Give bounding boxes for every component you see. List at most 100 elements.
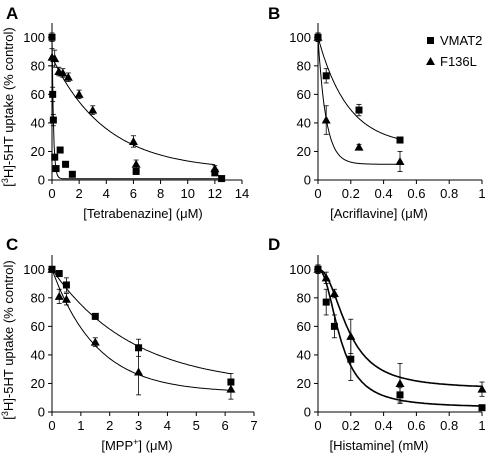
panel-c-x-tick-label: 0 [48, 418, 55, 433]
panel-a-point-vmat2 [132, 167, 140, 175]
panel-d-y-tick-label: 0 [304, 405, 311, 420]
panel-c-point-f136l [134, 367, 144, 376]
panel-c-point-f136l [47, 264, 57, 273]
panel-d-point-vmat2 [347, 355, 355, 363]
panel-c-x-axis-label: [MPP+] (μM) [101, 437, 172, 453]
panel-d-x-tick-label: 0 [314, 418, 321, 433]
panel-b-point-vmat2 [396, 136, 404, 144]
panel-a-y-tick-label: 60 [31, 87, 45, 102]
panel-d-point-vmat2 [322, 298, 330, 306]
panel-c-x-tick-label: 7 [250, 418, 257, 433]
panel-a-point-f136l [58, 68, 68, 77]
panel-b-x-tick-label: 0 [314, 186, 321, 201]
panel-letter-c: C [6, 235, 18, 254]
legend-label-vmat2: VMAT2 [440, 33, 482, 48]
panel-c-y-tick-label: 40 [31, 347, 45, 362]
panel-letter-b: B [268, 4, 280, 23]
panel-b-fit-f136l [317, 37, 400, 165]
panel-b-point-f136l [395, 156, 405, 165]
panel-b-x-tick-label: 0.8 [440, 186, 458, 201]
panel-d-point-f136l [313, 264, 323, 273]
panel-b-x-tick-label: 1 [478, 186, 485, 201]
panel-d-x-tick-label: 1 [478, 418, 485, 433]
panel-d-point-f136l [329, 289, 339, 298]
panel-d: D [Histamine] (mM) 0 20 40 60 80 100 0 0.2 0.4 0.… [268, 235, 487, 453]
panel-letter-d: D [268, 235, 280, 254]
panel-c-point-vmat2 [62, 281, 70, 289]
panel-c-point-f136l [54, 291, 64, 300]
panel-a-y-tick-label: 0 [38, 173, 45, 188]
panel-d-y-tick-label: 20 [297, 376, 311, 391]
panel-b-y-tick-label: 20 [297, 144, 311, 159]
panel-d-x-tick-label: 0.2 [342, 418, 360, 433]
panel-c: C [3H]-5HT uptake (% control) [MPP+] (μM… [0, 235, 258, 453]
panel-a-point-f136l [74, 89, 84, 98]
panel-a-point-f136l [50, 54, 60, 63]
panel-a-y-tick-label: 80 [31, 58, 45, 73]
panel-b-point-f136l [313, 32, 323, 41]
panel-d-y-tick-label: 100 [289, 262, 311, 277]
panel-c-point-vmat2 [135, 344, 143, 352]
panel-d-point-f136l [477, 384, 487, 393]
panel-c-y-tick-label: 60 [31, 319, 45, 334]
panel-a-point-vmat2 [56, 146, 64, 154]
panel-b-point-f136l [321, 115, 331, 124]
legend-label-f136l: F136L [440, 54, 477, 69]
panel-c-x-tick-label: 1 [77, 418, 84, 433]
panel-b-y-tick-label: 100 [289, 30, 311, 45]
legend-marker-f136l [426, 57, 435, 65]
panel-a-x-tick-label: 6 [130, 186, 137, 201]
panel-a-fit-f136l [51, 57, 215, 166]
panel-letter-a: A [6, 4, 18, 23]
panel-c-point-f136l [226, 384, 236, 393]
panel-b-x-tick-label: 0.6 [407, 186, 425, 201]
panel-a-x-tick-label: 4 [103, 186, 110, 201]
panel-b-x-tick-label: 0.4 [375, 186, 393, 201]
panel-a-y-tick-label: 100 [23, 30, 45, 45]
panel-d-y-tick-label: 80 [297, 290, 311, 305]
panel-a: A [3H]-5HT uptake (% control) [Tetrabena… [0, 4, 249, 221]
panel-b-point-f136l [354, 142, 364, 151]
panel-d-x-axis-label: [Histamine] (mM) [330, 438, 429, 453]
panel-a-x-tick-label: 2 [76, 186, 83, 201]
panel-b-fit-vmat2 [317, 37, 401, 140]
panel-c-y-tick-label: 80 [31, 290, 45, 305]
panel-c-fit-vmat2 [51, 269, 231, 375]
panel-c-x-tick-label: 4 [164, 418, 171, 433]
panel-a-point-f136l [128, 136, 138, 145]
legend-marker-vmat2 [427, 37, 434, 44]
panel-a-point-f136l [131, 159, 141, 168]
panel-c-x-tick-label: 6 [222, 418, 229, 433]
panel-c-y-tick-label: 0 [38, 405, 45, 420]
panel-a-point-vmat2 [51, 153, 59, 161]
panel-d-point-vmat2 [330, 322, 338, 330]
panel-b-x-axis-label: [Acriflavine] (μM) [330, 206, 428, 221]
panel-a-y-tick-label: 20 [31, 144, 45, 159]
panel-d-x-tick-label: 0.8 [440, 418, 458, 433]
panel-a-y-axis-label: [3H]-5HT uptake (% control) [0, 27, 16, 186]
panel-b-y-tick-label: 0 [304, 173, 311, 188]
panel-a-point-vmat2 [48, 33, 56, 41]
panel-b-point-vmat2 [355, 106, 363, 114]
panel-d-point-f136l [346, 331, 356, 340]
panel-d-y-tick-label: 60 [297, 319, 311, 334]
panel-a-point-vmat2 [62, 160, 70, 168]
panel-d-x-tick-label: 0.4 [375, 418, 393, 433]
panel-a-x-tick-label: 14 [235, 186, 249, 201]
panel-a-point-vmat2 [68, 170, 76, 178]
panel-a-x-tick-label: 10 [180, 186, 194, 201]
panel-d-y-tick-label: 40 [297, 347, 311, 362]
panel-a-point-f136l [63, 72, 73, 81]
panel-a-fit-vmat2 [51, 37, 222, 180]
panel-c-y-axis-label: [3H]-5HT uptake (% control) [0, 260, 16, 419]
panel-c-x-tick-label: 3 [135, 418, 142, 433]
panel-c-x-tick-label: 2 [106, 418, 113, 433]
panel-c-fit-f136l [51, 269, 231, 391]
panel-b-y-tick-label: 60 [297, 87, 311, 102]
panel-b-x-tick-label: 0.2 [342, 186, 360, 201]
panel-c-x-tick-label: 5 [193, 418, 200, 433]
panel-a-x-axis-label: [Tetrabenazine] (μM) [83, 206, 202, 221]
panel-c-point-f136l [90, 337, 100, 346]
panel-b: B [Acriflavine] (μM) 0 20 40 60 80 100 0 0.2 0.4… [268, 4, 486, 221]
